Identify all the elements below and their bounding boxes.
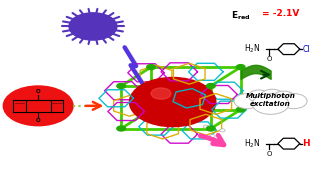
Text: $\mathrm{H_2N}$: $\mathrm{H_2N}$: [244, 137, 261, 150]
Text: $\mathbf{E_{red}}$: $\mathbf{E_{red}}$: [231, 9, 250, 22]
Circle shape: [203, 125, 208, 128]
Circle shape: [151, 88, 171, 99]
Circle shape: [129, 77, 216, 127]
Circle shape: [207, 126, 215, 131]
Text: $\mathrm{H_2N}$: $\mathrm{H_2N}$: [244, 43, 261, 55]
Circle shape: [236, 65, 245, 70]
Circle shape: [236, 107, 245, 112]
Text: O: O: [266, 56, 272, 62]
Circle shape: [117, 84, 125, 88]
Text: Cl: Cl: [303, 45, 311, 54]
Circle shape: [281, 94, 307, 109]
Circle shape: [69, 13, 117, 40]
Circle shape: [3, 86, 73, 126]
Text: H: H: [302, 139, 310, 148]
Text: Multiphoton
excitation: Multiphoton excitation: [246, 93, 295, 107]
Text: O: O: [36, 89, 41, 94]
Circle shape: [117, 126, 125, 131]
Circle shape: [207, 84, 215, 88]
Text: = -2.1V: = -2.1V: [262, 9, 300, 19]
Circle shape: [261, 89, 283, 102]
Circle shape: [147, 65, 155, 70]
Circle shape: [252, 94, 289, 114]
Text: O: O: [266, 151, 272, 157]
Circle shape: [210, 135, 215, 138]
Circle shape: [234, 94, 261, 109]
Circle shape: [248, 90, 270, 102]
Circle shape: [220, 129, 225, 132]
Text: O: O: [36, 118, 41, 123]
Circle shape: [273, 91, 295, 104]
